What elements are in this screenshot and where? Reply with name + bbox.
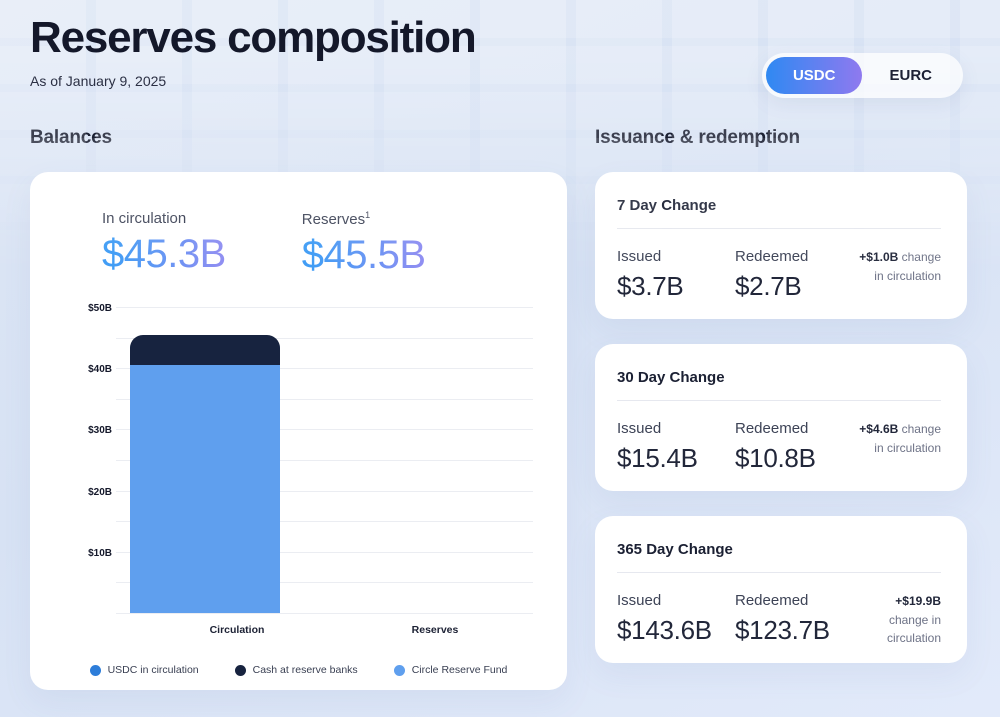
issuance-heading: Issuance & redemption bbox=[595, 127, 800, 148]
toggle-usdc-button[interactable]: USDC bbox=[765, 57, 863, 94]
issued-metric: Issued $143.6B bbox=[617, 592, 735, 648]
balances-card: In circulation $45.3B Reserves1 $45.5B $… bbox=[30, 172, 567, 690]
redeemed-metric: Redeemed $10.8B bbox=[735, 420, 853, 474]
metric-label: Issued bbox=[617, 248, 662, 265]
metric-value: $3.7B bbox=[617, 271, 684, 301]
stat-label: Reserves1 bbox=[301, 210, 371, 228]
metric-value: $2.7B bbox=[735, 271, 802, 301]
gridline bbox=[116, 368, 533, 370]
chart-x-labels: Circulation Reserves bbox=[130, 624, 533, 638]
gridline bbox=[116, 307, 533, 308]
change-card-7day: 7 Day Change Issued $3.7B Redeemed $2.7B… bbox=[595, 172, 967, 319]
y-axis-tick: $50B bbox=[88, 303, 112, 314]
gridline bbox=[116, 429, 533, 431]
stat-value: $45.5B bbox=[301, 233, 426, 277]
card-title: 365 Day Change bbox=[617, 541, 733, 558]
metric-label: Issued bbox=[617, 420, 662, 437]
change-card-30day: 30 Day Change Issued $15.4B Redeemed $10… bbox=[595, 344, 967, 491]
footnote-marker: 1 bbox=[365, 210, 371, 220]
issuance-section: Issuance & redemption 7 Day Change Issue… bbox=[595, 127, 967, 690]
balances-section: Balances In circulation $45.3B Reserves1… bbox=[30, 127, 567, 690]
card-metrics-row: Issued $143.6B Redeemed $123.7B +$19.9B … bbox=[617, 592, 941, 648]
gridline bbox=[116, 551, 533, 553]
divider bbox=[617, 400, 941, 401]
page-header: Reserves composition As of January 9, 20… bbox=[0, 0, 1000, 98]
stat-label: In circulation bbox=[102, 210, 187, 227]
card-title: 30 Day Change bbox=[617, 369, 725, 386]
divider bbox=[617, 228, 941, 229]
bar-segment bbox=[130, 364, 280, 613]
metric-label: Issued bbox=[617, 592, 662, 609]
redeemed-metric: Redeemed $2.7B bbox=[735, 248, 853, 302]
chart-legend: USDC in circulation Cash at reserve banks… bbox=[30, 664, 567, 676]
gridline bbox=[116, 490, 533, 492]
legend-dot-icon bbox=[89, 664, 101, 676]
gridline bbox=[116, 613, 533, 614]
x-axis-label: Circulation bbox=[209, 624, 265, 636]
metric-label: Redeemed bbox=[735, 592, 809, 609]
chart-plot: $10B $20B $30B $40B $50B bbox=[88, 303, 533, 614]
metric-value: $143.6B bbox=[617, 615, 712, 645]
metric-label: Redeemed bbox=[735, 248, 809, 265]
content-columns: Balances In circulation $45.3B Reserves1… bbox=[0, 127, 1000, 690]
toggle-eurc-button[interactable]: EURC bbox=[862, 57, 959, 94]
legend-label: Circle Reserve Fund bbox=[411, 664, 508, 676]
metric-value: $10.8B bbox=[735, 443, 816, 473]
legend-item: Cash at reserve banks bbox=[234, 664, 358, 676]
gridline bbox=[116, 460, 533, 461]
y-axis-tick: $20B bbox=[88, 486, 112, 498]
y-axis-tick: $40B bbox=[88, 364, 112, 376]
stat-reserves: Reserves1 $45.5B bbox=[302, 210, 426, 278]
y-axis-tick: $30B bbox=[88, 425, 112, 437]
change-note: +$19.9B change in circulation bbox=[886, 594, 941, 646]
issued-metric: Issued $3.7B bbox=[617, 248, 735, 302]
gridline bbox=[116, 337, 533, 339]
balances-heading: Balances bbox=[30, 127, 112, 148]
gridline bbox=[116, 521, 533, 523]
metric-value: $15.4B bbox=[617, 443, 698, 473]
gridline bbox=[116, 398, 533, 400]
metric-value: $123.7B bbox=[735, 615, 830, 645]
change-note: +$1.0B change in circulation bbox=[859, 250, 941, 283]
balance-stats: In circulation $45.3B Reserves1 $45.5B bbox=[102, 210, 567, 278]
card-metrics-row: Issued $15.4B Redeemed $10.8B +$4.6B cha… bbox=[617, 420, 941, 474]
change-note: +$4.6B change in circulation bbox=[859, 422, 941, 455]
bar-segment bbox=[130, 334, 280, 365]
stat-value: $45.3B bbox=[102, 232, 226, 276]
gridline bbox=[116, 582, 533, 584]
legend-label: USDC in circulation bbox=[107, 664, 199, 676]
divider bbox=[617, 572, 941, 573]
stat-in-circulation: In circulation $45.3B bbox=[102, 210, 226, 278]
card-title: 7 Day Change bbox=[617, 197, 717, 214]
x-axis-label: Reserves bbox=[411, 624, 459, 636]
as-of-date: As of January 9, 2025 bbox=[30, 73, 167, 89]
legend-item: USDC in circulation bbox=[89, 664, 199, 676]
legend-label: Cash at reserve banks bbox=[252, 664, 358, 676]
page-title: Reserves composition bbox=[30, 13, 477, 62]
metric-label: Redeemed bbox=[735, 420, 809, 437]
legend-dot-icon bbox=[234, 664, 246, 676]
card-metrics-row: Issued $3.7B Redeemed $2.7B +$1.0B chang… bbox=[617, 248, 941, 302]
legend-dot-icon bbox=[393, 664, 405, 676]
legend-item: Circle Reserve Fund bbox=[393, 664, 508, 676]
currency-toggle: USDC EURC bbox=[761, 53, 963, 98]
change-card-365day: 365 Day Change Issued $143.6B Redeemed $… bbox=[595, 516, 967, 663]
issued-metric: Issued $15.4B bbox=[617, 420, 735, 474]
y-axis-tick: $10B bbox=[88, 547, 112, 559]
redeemed-metric: Redeemed $123.7B bbox=[735, 592, 853, 648]
bar-reserves bbox=[130, 334, 280, 613]
